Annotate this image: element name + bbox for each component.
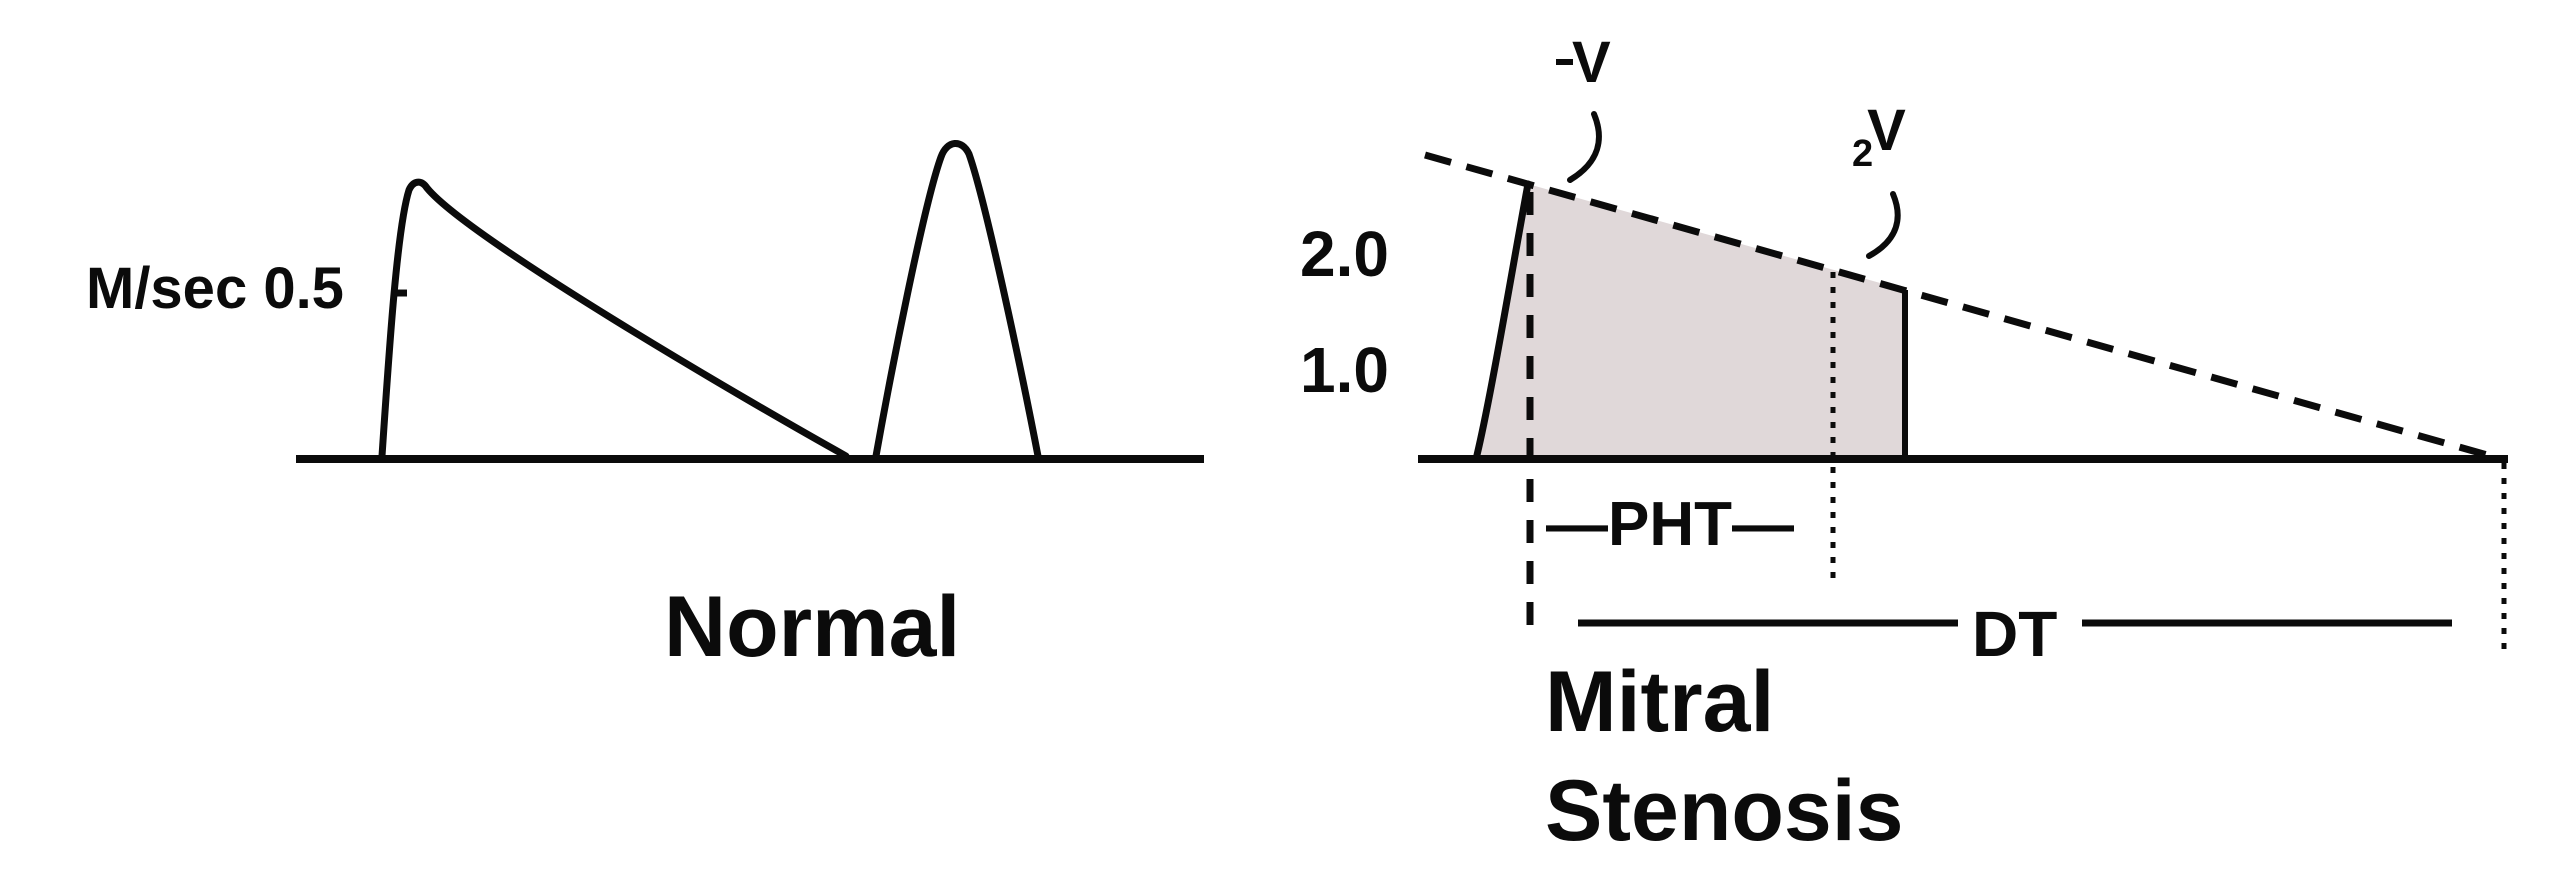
velocity-axis-tick: -	[389, 256, 410, 321]
pht-label: —PHT—	[1546, 490, 1794, 559]
pht-point-velocity-sub: 2	[1852, 133, 1874, 175]
normal-panel-title: Normal	[664, 579, 961, 675]
pht-point-velocity-label: 2V	[1852, 102, 1906, 174]
pht-point-velocity-main: V	[1867, 98, 1906, 163]
scale-label-2-0: 2.0	[1300, 218, 1389, 290]
velocity-axis-label: M/sec 0.5-	[86, 260, 409, 318]
mitral-stenosis-title-line2: Stenosis	[1545, 763, 1904, 860]
mitral-stenosis-title: Mitral Stenosis	[1545, 648, 1903, 866]
dt-label: DT	[1972, 598, 2058, 670]
deceleration-slope-dashed-line	[1424, 151, 2506, 464]
v-leader-arc	[1567, 111, 1602, 183]
scale-label-1-0: 1.0	[1300, 334, 1389, 406]
peak-velocity-label: V	[1572, 30, 1611, 95]
ms-upstroke-line	[1473, 180, 1532, 459]
e-wave-curve	[378, 178, 850, 460]
v2-leader-arc	[1866, 191, 1901, 259]
velocity-axis-text: M/sec 0.5	[86, 256, 344, 321]
ms-shaded-area	[1477, 184, 1905, 455]
mitral-stenosis-title-line1: Mitral	[1545, 654, 1775, 750]
a-wave-curve	[872, 140, 1042, 460]
